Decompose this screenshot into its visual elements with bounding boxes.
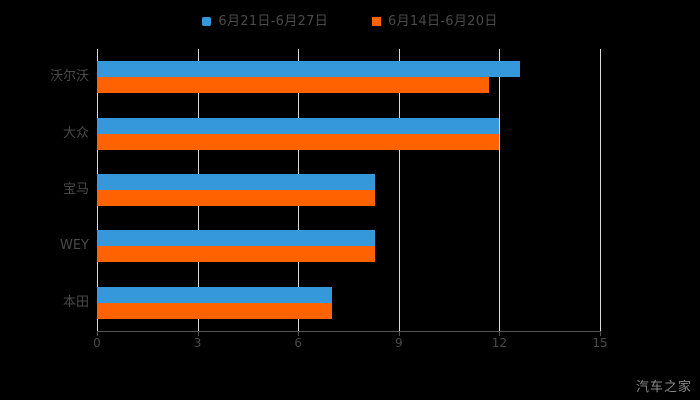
x-axis-tick-label: 0	[93, 336, 101, 350]
bar-group	[97, 117, 600, 150]
category-label: WEY	[59, 238, 89, 254]
legend-marker-icon-series-0	[202, 16, 212, 26]
bar-series-1[interactable]	[97, 246, 376, 263]
category-label: 沃尔沃	[49, 69, 89, 85]
bar-group	[97, 286, 600, 319]
legend-label-series-1: 6月14日-6月20日	[388, 13, 498, 29]
x-axis-tick-label: 15	[592, 336, 608, 350]
bar-group	[97, 174, 600, 206]
bar-series-0[interactable]	[97, 230, 376, 247]
plot-area	[97, 49, 601, 331]
category-axis: 沃尔沃大众宝马 WEY 本田	[0, 49, 89, 331]
category-label: 大众	[62, 125, 89, 141]
legend-label-series-0: 6月21日-6月27日	[218, 13, 328, 29]
x-axis-tick	[298, 331, 300, 336]
bar-series-1[interactable]	[97, 302, 332, 319]
x-axis-tick	[499, 331, 501, 336]
bar-group	[97, 230, 600, 263]
x-axis-tick-label: 3	[193, 336, 202, 350]
x-axis-line	[97, 331, 601, 332]
legend-marker-icon-series-1	[372, 16, 381, 26]
x-axis-tick-label: 12	[491, 336, 508, 350]
x-axis-tick	[197, 331, 199, 336]
bar-series-1[interactable]	[97, 133, 500, 150]
x-axis-tick	[97, 331, 98, 336]
x-axis-tick	[398, 331, 400, 336]
bar-series-0[interactable]	[97, 286, 332, 303]
gridline	[600, 49, 601, 331]
category-label: 宝马	[62, 182, 89, 197]
gridline	[398, 49, 400, 331]
chart-legend: 6月21日-6月27日 6月14日-6月20日	[0, 10, 700, 32]
x-axis-tick-label: 9	[394, 336, 403, 350]
bar-group	[97, 61, 600, 94]
x-axis-tick	[600, 331, 601, 336]
bar-series-0[interactable]	[97, 117, 500, 134]
bar-series-0[interactable]	[97, 61, 520, 78]
x-axis-tick-label: 6	[294, 336, 303, 350]
category-label: 本田	[62, 294, 89, 310]
legend-entry-series-0[interactable]: 6月21日-6月27日	[202, 15, 328, 28]
gridline	[499, 49, 501, 331]
legend-entry-series-1[interactable]: 6月14日-6月20日	[372, 15, 498, 28]
watermark: 汽车之家	[635, 380, 692, 395]
bar-series-1[interactable]	[97, 190, 376, 206]
bar-series-1[interactable]	[97, 77, 490, 94]
bar-series-0[interactable]	[97, 174, 376, 190]
